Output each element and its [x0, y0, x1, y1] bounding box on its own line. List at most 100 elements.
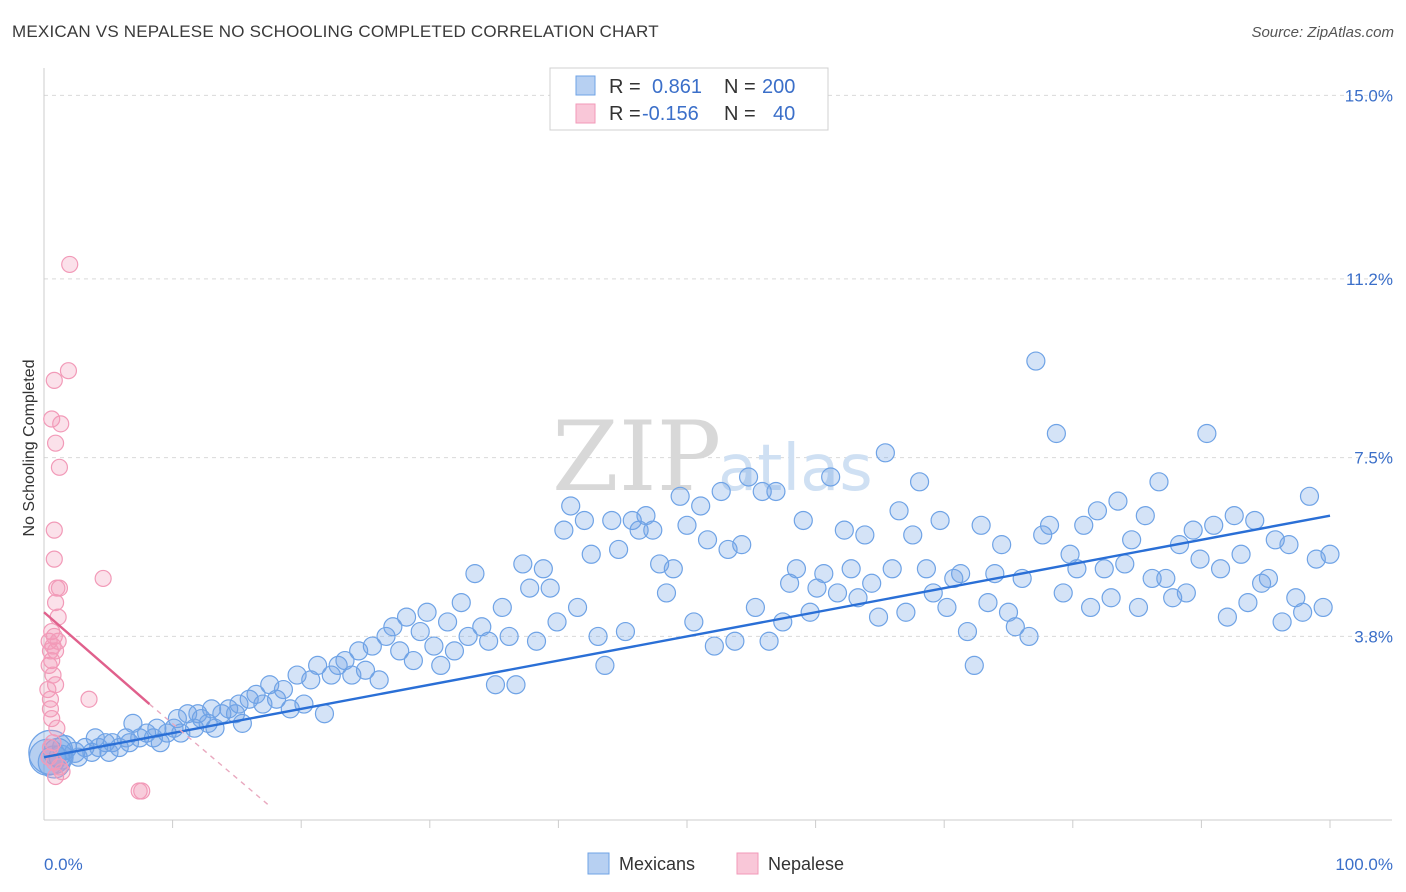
mexicans-point-191	[1272, 612, 1292, 632]
mexicans-point-89	[574, 510, 594, 531]
mexicans-point-44	[266, 689, 287, 709]
mexicans-point-106	[691, 496, 711, 516]
mexicans-point-71	[451, 592, 471, 613]
mexicans-point-130	[855, 525, 875, 545]
mexicans-point-162	[1074, 515, 1094, 535]
mexicans-point-112	[732, 535, 752, 555]
mexicans-point-186	[1238, 592, 1258, 613]
mexicans-point-99	[643, 520, 663, 540]
mexicans-point-170	[1128, 597, 1149, 618]
mexicans-point-172	[1142, 568, 1162, 589]
mexicans-point-78	[499, 626, 519, 647]
mexicans-point-51	[314, 704, 335, 724]
legend-r-label-mexicans: R =	[609, 76, 641, 98]
mexicans-point-124	[814, 564, 834, 584]
mexicans-point-86	[554, 520, 574, 540]
mexicans-point-65	[410, 621, 430, 642]
mexicans-point-93	[602, 510, 622, 531]
mexicans-point-135	[889, 501, 909, 521]
nepalese-point-11	[50, 579, 69, 597]
nepalese-point-18	[44, 637, 62, 655]
nepalese-point-13	[49, 608, 67, 626]
chart-title: MEXICAN VS NEPALESE NO SCHOOLING COMPLET…	[12, 22, 659, 41]
source-label: Source: ZipAtlas.com	[1251, 24, 1394, 41]
mexicans-point-41	[246, 684, 266, 704]
mexicans-point-137	[903, 525, 923, 545]
mexicans-point-57	[355, 660, 376, 680]
mexicans-point-107	[697, 530, 718, 550]
mexicans-point-87	[561, 496, 581, 516]
mexicans-point-159	[1053, 583, 1073, 603]
mexicans-point-179	[1190, 549, 1210, 569]
nepalese-point-5	[46, 434, 65, 452]
nepalese-point-7	[45, 521, 63, 539]
mexicans-point-61	[383, 617, 403, 637]
mexicans-point-66	[417, 602, 437, 622]
y-tick-label-0: 3.8%	[1354, 627, 1393, 646]
nepalese-point-0	[61, 255, 79, 274]
nepalese-trend-line	[43, 611, 151, 705]
mexicans-point-195	[1299, 486, 1320, 506]
mexicans-point-198	[1320, 544, 1340, 564]
mexicans-point-154	[1019, 626, 1039, 647]
mexicans-point-81	[520, 578, 540, 598]
mexicans-point-64	[403, 650, 423, 671]
mexicans-point-136	[896, 602, 916, 622]
mexicans-point-180	[1197, 423, 1217, 444]
mexicans-points	[28, 351, 1340, 779]
nepalese-trend-line-extension	[148, 703, 270, 807]
mexicans-point-141	[930, 510, 950, 531]
mexicans-point-155	[1026, 351, 1046, 371]
mexicans-point-168	[1115, 554, 1135, 574]
bottom-legend-nepalese: Nepalese	[768, 854, 844, 874]
mexicans-point-163	[1080, 597, 1101, 618]
mexicans-point-76	[485, 675, 506, 695]
legend-r-value-nepalese: -0.156	[642, 103, 699, 125]
mexicans-point-187	[1245, 510, 1265, 531]
mexicans-point-52	[321, 665, 341, 685]
mexicans-point-79	[506, 675, 526, 695]
mexicans-point-142	[937, 597, 957, 618]
nepalese-points	[39, 255, 151, 800]
mexicans-point-75	[479, 631, 499, 651]
legend-n-label-nepalese: N =	[724, 103, 756, 125]
watermark-atlas: atlas	[718, 432, 873, 506]
mexicans-point-139	[916, 559, 937, 579]
nepalese-point-9	[45, 550, 63, 568]
bottom-legend-swatch-mexicans	[587, 852, 610, 875]
bottom-legend-swatch-nepalese	[736, 852, 759, 875]
mexicans-point-62	[390, 641, 410, 661]
mexicans-point-183	[1217, 607, 1237, 627]
legend-n-value-mexicans: 200	[762, 76, 795, 98]
mexicans-point-84	[540, 578, 560, 598]
nepalese-point-2	[45, 371, 63, 389]
mexicans-point-108	[704, 636, 724, 656]
mexicans-point-72	[458, 626, 478, 647]
y-tick-label-2: 11.2%	[1346, 270, 1393, 289]
watermark-zip: ZIP	[552, 401, 721, 513]
mexicans-point-157	[1039, 515, 1060, 535]
mexicans-point-58	[362, 636, 382, 656]
mexicans-point-114	[745, 597, 766, 618]
legend-n-label-mexicans: N =	[724, 76, 756, 98]
mexicans-point-121	[793, 510, 813, 531]
mexicans-point-116	[759, 631, 779, 651]
x-tick-label-1: 100.0%	[1335, 855, 1393, 874]
grid	[44, 94, 1392, 637]
mexicans-point-147	[971, 515, 991, 535]
mexicans-point-134	[882, 559, 902, 579]
mexicans-point-192	[1279, 535, 1299, 555]
nepalese-point-4	[52, 415, 70, 433]
mexicans-point-167	[1108, 491, 1128, 511]
nepalese-point-35	[50, 758, 69, 776]
legend-r-label-nepalese: R =	[609, 103, 641, 125]
mexicans-point-91	[588, 626, 608, 647]
mexicans-point-188	[1251, 573, 1272, 593]
mexicans-point-171	[1135, 506, 1155, 526]
nepalese-point-29	[43, 709, 61, 728]
mexicans-point-133	[875, 443, 895, 463]
legend: R = 0.861 N = 200 R = -0.156 N = 40	[549, 67, 829, 131]
mexicans-point-146	[964, 655, 984, 676]
mexicans-point-189	[1258, 568, 1279, 589]
mexicans-point-178	[1183, 520, 1203, 540]
